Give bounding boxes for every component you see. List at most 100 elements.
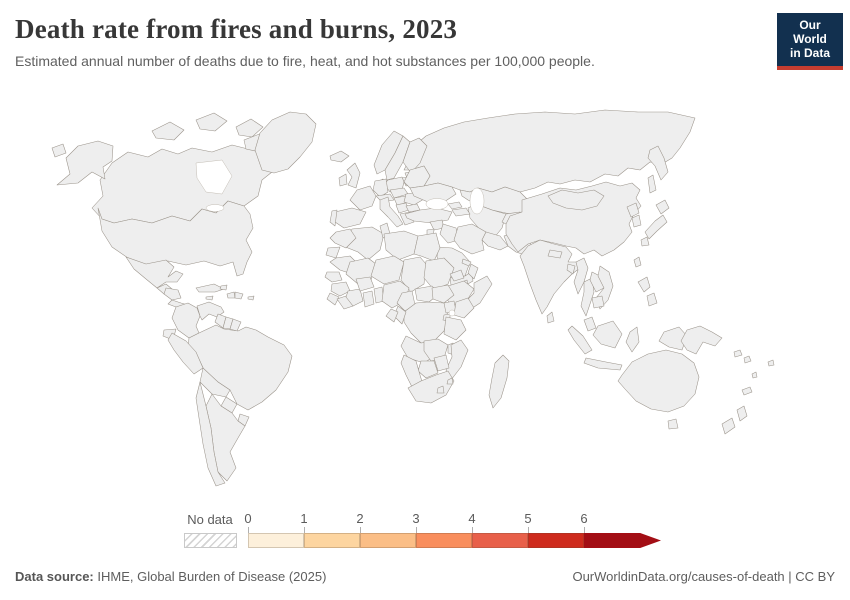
country-indonesia-borneo[interactable]: [592, 320, 623, 349]
country-greenland[interactable]: [254, 111, 317, 174]
country-south-sudan[interactable]: [431, 284, 455, 304]
country-chile[interactable]: [195, 381, 226, 487]
country-guinea[interactable]: [330, 281, 351, 297]
country-new-zealand-south[interactable]: [721, 417, 736, 435]
country-uae-qatar[interactable]: [461, 258, 472, 267]
country-niger[interactable]: [370, 255, 405, 285]
country-egypt[interactable]: [413, 232, 441, 262]
country-bangladesh[interactable]: [566, 263, 576, 275]
country-zimbabwe[interactable]: [433, 354, 450, 372]
country-indonesia-java[interactable]: [583, 357, 623, 371]
country-somalia[interactable]: [465, 275, 493, 312]
country-north-korea[interactable]: [626, 202, 640, 218]
country-ukraine[interactable]: [409, 182, 457, 203]
country-indonesia-sulawesi[interactable]: [625, 326, 640, 353]
country-russia[interactable]: [403, 109, 696, 193]
country-armenia-azerbaijan[interactable]: [451, 207, 471, 217]
country-georgia[interactable]: [447, 201, 463, 210]
country-afghanistan[interactable]: [481, 231, 509, 251]
country-japan-hokkaido[interactable]: [655, 199, 670, 215]
country-mozambique[interactable]: [445, 339, 469, 381]
country-uk[interactable]: [346, 162, 361, 189]
country-philippines-luzon[interactable]: [637, 276, 651, 293]
country-cote-divoire[interactable]: [345, 288, 364, 307]
country-new-zealand-north[interactable]: [736, 405, 748, 422]
country-nepal[interactable]: [547, 249, 563, 259]
legend-bin-4-5[interactable]: [472, 533, 528, 548]
country-eswatini[interactable]: [446, 377, 454, 385]
country-fiji[interactable]: [767, 359, 775, 367]
country-south-africa[interactable]: [407, 370, 455, 404]
country-dominican-republic[interactable]: [234, 291, 244, 300]
legend-bin-2-3[interactable]: [360, 533, 416, 548]
country-france[interactable]: [349, 185, 377, 211]
country-senegal[interactable]: [324, 271, 343, 283]
country-alaska[interactable]: [56, 140, 114, 186]
country-indonesia-sumatra[interactable]: [567, 325, 593, 355]
country-japan-kyushu[interactable]: [640, 236, 650, 247]
country-taiwan[interactable]: [633, 256, 642, 268]
country-chukotka[interactable]: [51, 143, 67, 158]
country-new-caledonia[interactable]: [741, 386, 753, 396]
country-iran[interactable]: [453, 223, 487, 255]
country-italy[interactable]: [379, 196, 404, 228]
country-solomon-2[interactable]: [743, 355, 752, 364]
country-indonesia-papua[interactable]: [658, 326, 688, 351]
country-mexico[interactable]: [125, 256, 184, 289]
legend-bin-0-1[interactable]: [248, 533, 304, 548]
country-canada[interactable]: [91, 144, 287, 224]
country-eritrea[interactable]: [449, 269, 465, 282]
legend-bin-5-6[interactable]: [528, 533, 584, 548]
country-peru[interactable]: [167, 332, 204, 375]
country-ireland[interactable]: [338, 173, 348, 187]
country-myanmar[interactable]: [573, 257, 589, 295]
country-colombia[interactable]: [171, 302, 201, 339]
country-sri-lanka[interactable]: [546, 311, 555, 324]
country-turkey[interactable]: [404, 207, 453, 224]
country-haiti[interactable]: [226, 291, 236, 299]
country-drc[interactable]: [403, 301, 449, 344]
country-morocco[interactable]: [329, 228, 357, 249]
country-china[interactable]: [505, 181, 642, 257]
country-mongolia[interactable]: [547, 189, 605, 211]
legend-bin-1-2[interactable]: [304, 533, 360, 548]
country-sudan[interactable]: [423, 257, 455, 291]
country-libya[interactable]: [383, 230, 419, 261]
country-sierra-leone[interactable]: [326, 292, 340, 306]
country-russia-kamchatka[interactable]: [647, 145, 669, 181]
legend-bin-6-plus[interactable]: [584, 533, 661, 548]
country-canada-island3[interactable]: [235, 118, 264, 138]
country-puerto-rico[interactable]: [247, 295, 255, 301]
country-portugal[interactable]: [329, 209, 338, 227]
attribution-link[interactable]: OurWorldinData.org/causes-of-death | CC …: [572, 569, 835, 584]
country-south-korea[interactable]: [631, 214, 642, 228]
country-burkina-faso[interactable]: [355, 276, 375, 292]
country-jamaica[interactable]: [205, 295, 214, 301]
country-cuba[interactable]: [195, 283, 225, 293]
country-solomon-1[interactable]: [733, 349, 743, 358]
legend-no-data-swatch[interactable]: [184, 533, 237, 548]
country-canada-island2[interactable]: [195, 112, 228, 132]
country-canada-island1[interactable]: [151, 121, 185, 141]
country-cambodia[interactable]: [591, 295, 605, 309]
country-chad[interactable]: [400, 256, 427, 293]
country-vanuatu[interactable]: [751, 371, 758, 379]
country-trinidad[interactable]: [219, 284, 228, 291]
country-lesotho[interactable]: [436, 385, 445, 394]
country-madagascar[interactable]: [488, 354, 510, 409]
country-tasmania[interactable]: [667, 418, 679, 430]
country-oman[interactable]: [467, 263, 479, 280]
country-philippines-mindanao[interactable]: [646, 292, 658, 307]
country-germany[interactable]: [372, 178, 389, 198]
country-russia-sakhalin[interactable]: [647, 174, 657, 194]
country-tanzania[interactable]: [443, 316, 467, 341]
country-iraq[interactable]: [439, 223, 460, 244]
country-gabon[interactable]: [385, 308, 399, 323]
country-malaysia[interactable]: [583, 316, 597, 332]
country-honduras[interactable]: [163, 287, 182, 301]
country-ghana[interactable]: [362, 290, 375, 308]
country-papua-new-guinea[interactable]: [680, 325, 723, 355]
country-western-sahara[interactable]: [325, 246, 341, 259]
legend-bin-3-4[interactable]: [416, 533, 472, 548]
